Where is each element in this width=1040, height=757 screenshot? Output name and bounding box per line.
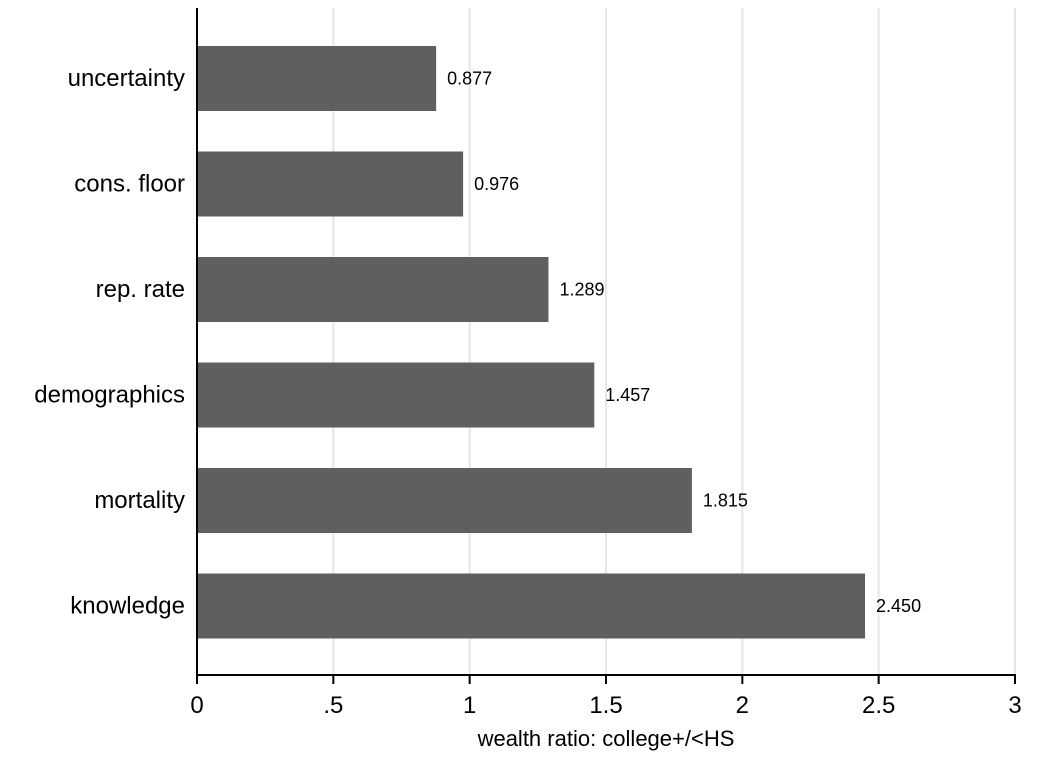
value-label-demographics: 1.457 [605,385,650,405]
x-tick-label-1: .5 [323,692,343,719]
bar-knowledge [197,573,866,639]
axis-layer [196,8,1016,684]
bar-layer [197,46,866,639]
x-tick-label-6: 3 [1008,692,1021,719]
x-axis-title: wealth ratio: college+/<HS [477,726,735,751]
label-layer: uncertainty 0.877 cons. floor 0.976 rep. rat… [34,65,1021,719]
value-label-rep-rate: 1.289 [559,280,604,300]
value-label-uncertainty: 0.877 [447,69,492,89]
category-label-mortality: mortality [94,487,185,514]
x-tick-label-3: 1.5 [589,692,622,719]
bar-mortality [197,468,692,533]
x-tick-label-5: 2.5 [862,692,895,719]
bar-rep-rate [197,257,549,322]
x-tick-label-4: 2 [736,692,749,719]
category-label-knowledge: knowledge [70,593,185,620]
category-label-demographics: demographics [34,382,185,409]
x-tick-label-0: 0 [190,692,203,719]
x-tick-label-2: 1 [463,692,476,719]
bar-demographics [197,362,595,428]
category-label-uncertainty: uncertainty [68,65,185,92]
category-label-cons-floor: cons. floor [74,171,185,198]
value-label-mortality: 1.815 [703,491,748,511]
value-label-knowledge: 2.450 [876,596,921,616]
bar-cons-floor [197,151,464,217]
bar-uncertainty [197,46,437,111]
value-label-cons-floor: 0.976 [474,174,519,194]
grid-layer [332,8,1016,675]
category-label-rep-rate: rep. rate [96,276,185,303]
